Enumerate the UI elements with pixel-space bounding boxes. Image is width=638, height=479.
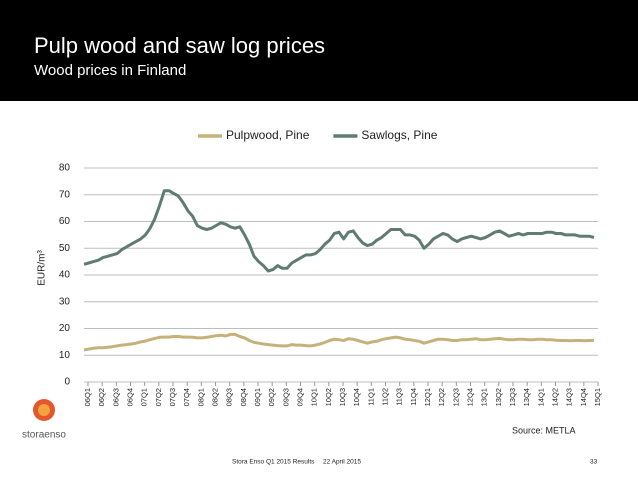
- y-tick-label: 80: [59, 163, 71, 174]
- x-tick-label: 12Q3: [451, 388, 460, 406]
- source: Source: METLA: [512, 425, 576, 435]
- legend-label: Sawlogs, Pine: [361, 128, 437, 142]
- x-tick-label: 14Q1: [536, 388, 545, 406]
- logo-text: storaenso: [22, 430, 66, 441]
- x-tick-label: 14Q2: [550, 388, 559, 406]
- series-line: [83, 189, 595, 273]
- logo-core: [38, 404, 50, 416]
- y-tick-label: 30: [59, 296, 71, 307]
- x-tick-label: 14Q3: [565, 388, 574, 406]
- x-tick-label: 07Q3: [168, 388, 177, 406]
- x-tick-label: 12Q4: [465, 388, 474, 406]
- y-tick-label: 70: [59, 189, 71, 200]
- slide-subtitle: Wood prices in Finland: [34, 62, 186, 79]
- y-tick-label: 10: [59, 350, 71, 361]
- x-tick-label: 13Q3: [508, 388, 517, 406]
- x-tick-label: 08Q4: [239, 388, 248, 406]
- x-tick-label: 06Q3: [111, 388, 120, 406]
- x-tick-label: 11Q3: [395, 388, 404, 406]
- x-tick-label: 13Q1: [480, 388, 489, 406]
- x-tick-label: 07Q1: [140, 388, 149, 406]
- slide-title: Pulp wood and saw log prices: [34, 33, 325, 58]
- x-tick-label: 06Q1: [83, 388, 92, 406]
- y-tick-label: 40: [59, 270, 71, 281]
- x-tick-label: 13Q4: [522, 388, 531, 406]
- x-tick-label: 07Q2: [154, 388, 163, 406]
- x-tick-label: 14Q4: [579, 388, 588, 406]
- footer-event: Stora Enso Q1 2015 Results: [232, 459, 315, 466]
- y-tick-label: 0: [64, 377, 70, 388]
- x-tick-label: 10Q1: [310, 388, 319, 406]
- y-tick-label: 20: [59, 323, 71, 334]
- x-tick-label: 07Q4: [182, 388, 191, 406]
- x-tick-label: 12Q2: [437, 388, 446, 406]
- series-line: [83, 332, 594, 352]
- x-tick-label: 09Q3: [281, 388, 290, 406]
- footer-date: 22 April 2015: [323, 459, 361, 466]
- x-tick-label: 06Q4: [125, 388, 134, 406]
- legend-label: Pulpwood, Pine: [226, 128, 310, 142]
- x-tick-label: 11Q4: [409, 388, 418, 406]
- x-tick-label: 08Q2: [210, 388, 219, 406]
- x-tick-label: 09Q2: [267, 388, 276, 406]
- x-tick-label: 09Q4: [295, 388, 304, 406]
- y-tick-label: 60: [59, 216, 71, 227]
- x-tick-label: 11Q2: [380, 388, 389, 406]
- y-axis-label: EUR/m³: [37, 250, 48, 286]
- x-tick-label: 06Q2: [97, 388, 106, 406]
- x-tick-label: 12Q1: [423, 388, 432, 406]
- x-tick-label: 09Q1: [253, 388, 262, 406]
- x-tick-label: 13Q2: [494, 388, 503, 406]
- x-tick-label: 10Q3: [338, 388, 347, 406]
- header-bar: [0, 0, 638, 101]
- x-tick-label: 08Q1: [196, 388, 205, 406]
- x-tick-label: 15Q1: [593, 388, 602, 406]
- y-tick-label: 50: [59, 243, 71, 254]
- footer-page: 33: [590, 459, 598, 466]
- x-tick-label: 11Q1: [366, 388, 375, 406]
- x-tick-label: 10Q2: [324, 388, 333, 406]
- x-tick-label: 08Q3: [225, 388, 234, 406]
- x-tick-label: 10Q4: [352, 388, 361, 406]
